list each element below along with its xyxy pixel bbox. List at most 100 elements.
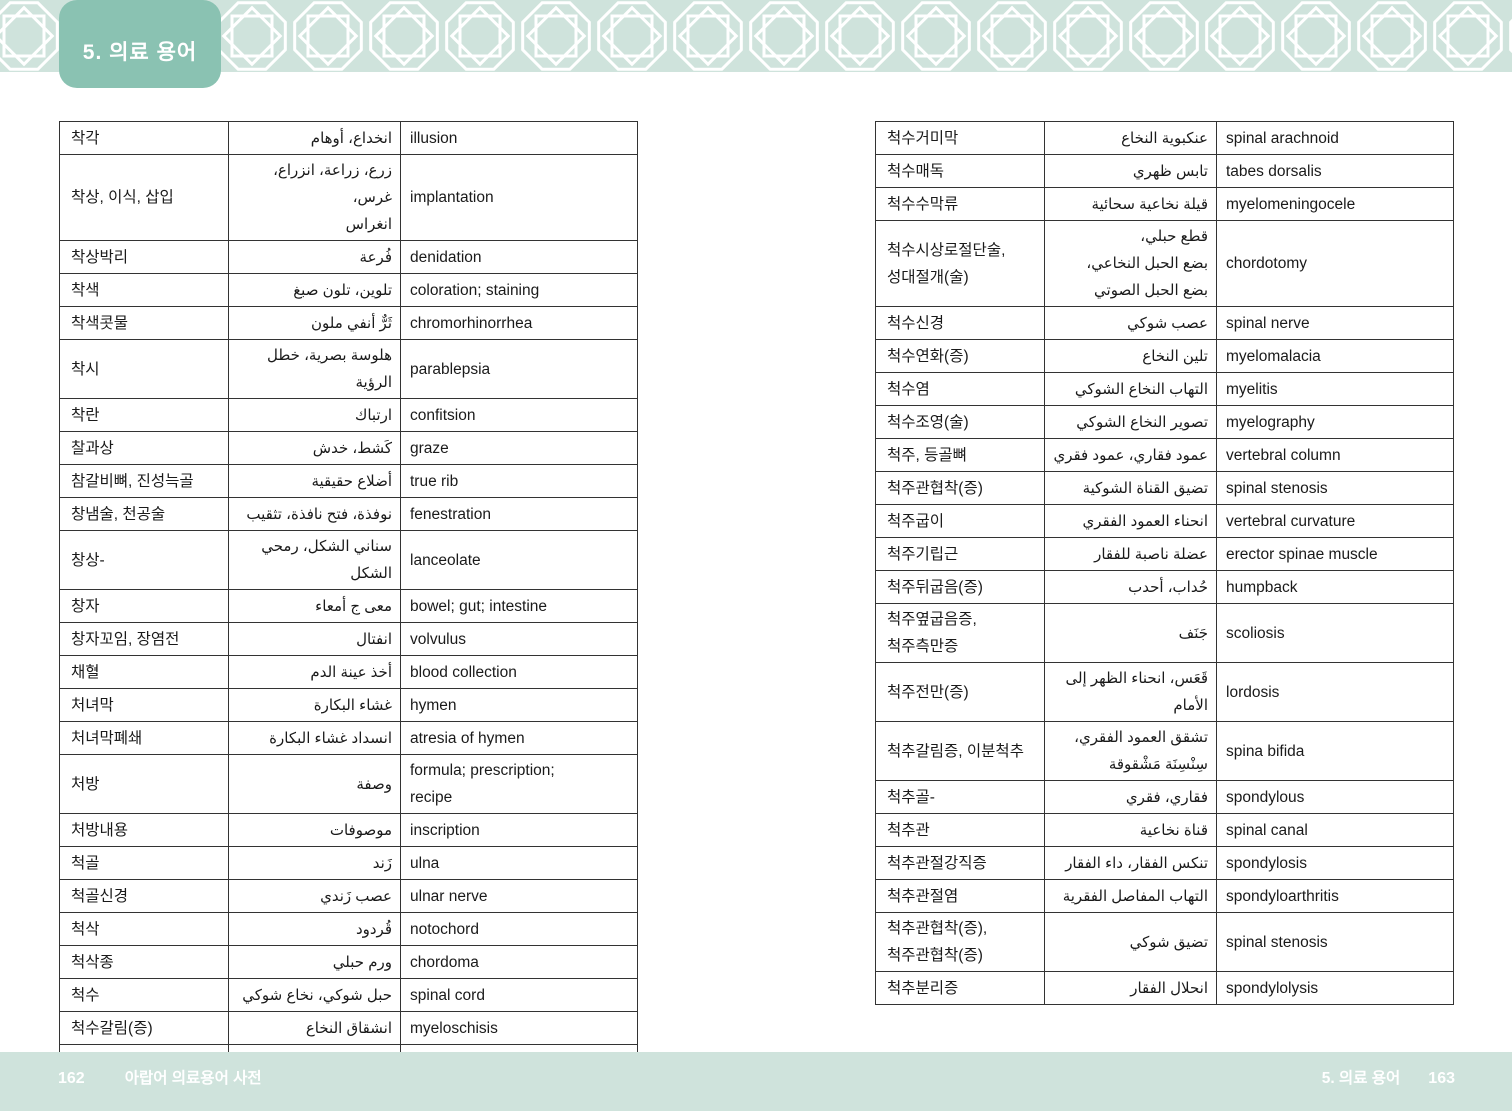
korean-term: 척주굽이 (887, 512, 945, 530)
korean-term: 처녀막 (71, 696, 114, 714)
english-term: chromorhinorrhea (400, 307, 637, 339)
korean-term: 척수신경 (887, 314, 945, 332)
english-term: fenestration (400, 498, 637, 530)
english-term: formula; prescription; recipe (400, 755, 637, 813)
korean-term: 척수수막류 (887, 195, 959, 213)
footer-left: 162 아랍어 의료용어 사전 (58, 1066, 262, 1088)
table-row: 처방내용 موصوفات inscription (60, 814, 637, 847)
korean-term: 착상박리 (71, 248, 129, 266)
arabic-term: زرع، زراعة، انزراع، غرس، انغراس (228, 155, 400, 240)
korean-term: 척주관협착(증) (887, 479, 983, 497)
table-row: 척주굽이 انحناء العمود الفقري vertebral curv… (876, 505, 1453, 538)
arabic-term: معى ج أمعاء (228, 590, 400, 622)
arabic-term: التهاب النخاع الشوكي (1044, 373, 1216, 405)
table-row: 처방 وصفة formula; prescription; recipe (60, 755, 637, 814)
korean-term: 창상- (71, 551, 105, 569)
korean-term: 착시 (71, 360, 100, 378)
english-term: spinal arachnoid (1216, 122, 1453, 154)
arabic-term: تلوين، تلون صبغ (228, 274, 400, 306)
korean-term: 척골신경 (71, 887, 129, 905)
english-term: denidation (400, 241, 637, 273)
english-term: tabes dorsalis (1216, 155, 1453, 187)
table-row: 채혈 أخذ عينة الدم blood collection (60, 656, 637, 689)
arabic-term: فُرعة (228, 241, 400, 273)
table-row: 처녀막폐쇄 انسداد غشاء البكارة atresia of hym… (60, 722, 637, 755)
english-term: bowel; gut; intestine (400, 590, 637, 622)
korean-term: 척주옆굽음증, 척주측만증 (887, 611, 977, 655)
korean-term: 착란 (71, 406, 100, 424)
korean-term: 척삭 (71, 920, 100, 938)
dictionary-table-right: 척수거미막 عنكبوية النخاع spinal arachnoid 척수… (875, 121, 1454, 1005)
english-term: spina bifida (1216, 722, 1453, 780)
english-term: spinal canal (1216, 814, 1453, 846)
table-row: 척추분리증 انحلال الفقار spondylolysis (876, 972, 1453, 1004)
korean-term: 척수거미막 (887, 129, 959, 147)
english-term: spondylous (1216, 781, 1453, 813)
table-row: 착란 ارتباك confitsion (60, 399, 637, 432)
arabic-term: جَنَف (1044, 604, 1216, 662)
footer-band: 162 아랍어 의료용어 사전 5. 의료 용어 163 (0, 1052, 1512, 1111)
table-row: 척수 حبل شوكي، نخاع شوكي spinal cord (60, 979, 637, 1012)
arabic-term: قَعَس، انحناء الظهر إلى الأمام (1044, 663, 1216, 721)
table-row: 척수조영(술) تصوير النخاع الشوكي myelography (876, 406, 1453, 439)
english-term: blood collection (400, 656, 637, 688)
english-term: graze (400, 432, 637, 464)
arabic-term: تضيق القناة الشوكية (1044, 472, 1216, 504)
arabic-term: قُردود (228, 913, 400, 945)
book-title: 아랍어 의료용어 사전 (124, 1070, 262, 1087)
english-term: chordoma (400, 946, 637, 978)
page-number-left: 162 (58, 1070, 85, 1087)
arabic-term: عمود فقاري، عمود فقري (1044, 439, 1216, 471)
table-row: 척주, 등골뼈 عمود فقاري، عمود فقري vertebral … (876, 439, 1453, 472)
arabic-term: تصوير النخاع الشوكي (1044, 406, 1216, 438)
table-row: 척주관협착(증) تضيق القناة الشوكية spinal sten… (876, 472, 1453, 505)
table-row: 척추관절염 التهاب المفاصل الفقرية spondyloart… (876, 880, 1453, 913)
islamic-pattern-band (0, 0, 1512, 72)
korean-term: 척골 (71, 854, 100, 872)
english-term: spinal stenosis (1216, 472, 1453, 504)
arabic-term: انشقاق النخاع (228, 1012, 400, 1044)
arabic-term: انحناء العمود الفقري (1044, 505, 1216, 537)
korean-term: 착각 (71, 129, 100, 147)
table-row: 척수염 التهاب النخاع الشوكي myelitis (876, 373, 1453, 406)
korean-term: 창냄술, 천공술 (71, 505, 166, 523)
korean-term: 착색 (71, 281, 100, 299)
arabic-term: حبل شوكي، نخاع شوكي (228, 979, 400, 1011)
korean-term: 척수연화(증) (887, 347, 969, 365)
korean-term: 척수 (71, 986, 100, 1004)
korean-term: 척수시상로절단술, 성대절개(술) (887, 241, 1006, 286)
table-row: 척수갈림(증) انشقاق النخاع myeloschisis (60, 1012, 637, 1045)
english-term: true rib (400, 465, 637, 497)
korean-term: 척삭종 (71, 953, 114, 971)
table-row: 찰과상 كَشط، خدش graze (60, 432, 637, 465)
section-title: 5. 의료 용어 (1321, 1070, 1401, 1087)
arabic-term: سناني الشكل، رمحي الشكل (228, 531, 400, 589)
english-term: ulna (400, 847, 637, 879)
table-row: 착각 انخداع، أوهام illusion (60, 122, 637, 155)
english-term: atresia of hymen (400, 722, 637, 754)
dictionary-table-left: 착각 انخداع، أوهام illusion 착상, 이식, 삽입 زرع… (59, 121, 638, 1078)
arabic-term: نوفذة، فتح نافذة، تثقيب (228, 498, 400, 530)
korean-term: 척추갈림증, 이분척추 (887, 742, 1024, 760)
korean-term: 처방내용 (71, 821, 129, 839)
korean-term: 참갈비뼈, 진성늑골 (71, 472, 194, 490)
english-term: lanceolate (400, 531, 637, 589)
english-term: illusion (400, 122, 637, 154)
english-term: implantation (400, 155, 637, 240)
chapter-tab-label: 5. 의료 용어 (82, 41, 198, 64)
table-row: 척추갈림증, 이분척추 تشقق العمود الفقري، سِنْسِنَ… (876, 722, 1453, 781)
korean-term: 척추관절강직증 (887, 854, 987, 872)
arabic-term: هلوسة بصرية، خطل الرؤية (228, 340, 400, 398)
arabic-term: تشقق العمود الفقري، سِنْسِنَة مَشْقوقة (1044, 722, 1216, 780)
table-row: 창냄술, 천공술 نوفذة، فتح نافذة، تثقيب fenestr… (60, 498, 637, 531)
arabic-term: قناة نخاعية (1044, 814, 1216, 846)
english-term: ulnar nerve (400, 880, 637, 912)
arabic-term: أخذ عينة الدم (228, 656, 400, 688)
footer-right: 5. 의료 용어 163 (1322, 1066, 1455, 1088)
korean-term: 척주, 등골뼈 (887, 446, 967, 464)
korean-term: 척수염 (887, 380, 930, 398)
english-term: vertebral curvature (1216, 505, 1453, 537)
arabic-term: انسداد غشاء البكارة (228, 722, 400, 754)
arabic-term: كَشط، خدش (228, 432, 400, 464)
